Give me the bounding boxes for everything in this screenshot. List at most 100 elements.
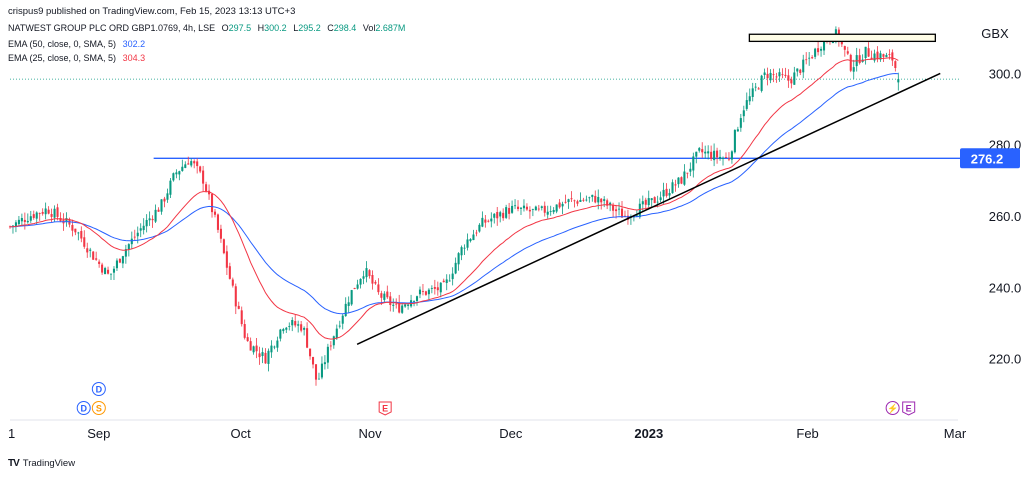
candle-body: [92, 251, 95, 260]
candle-body: [772, 74, 775, 76]
candle-body: [436, 287, 439, 291]
candle-body: [808, 57, 811, 59]
dividend-marker[interactable]: [91, 382, 106, 396]
earnings-marker[interactable]: [902, 401, 916, 416]
x-tick-label: 1: [8, 426, 15, 441]
candle-body: [897, 79, 900, 83]
candle-body: [294, 321, 297, 326]
candle-body: [686, 172, 689, 174]
candle-body: [778, 72, 781, 77]
candle-body: [638, 203, 641, 218]
ohlc-low-label: L: [293, 23, 299, 33]
candle-body: [430, 288, 433, 289]
split-marker[interactable]: [91, 401, 106, 415]
candle-body: [208, 190, 211, 195]
candle-body: [344, 303, 347, 317]
candle-body: [713, 150, 716, 161]
candle-body: [151, 218, 154, 221]
candle-body: [615, 209, 618, 212]
ohlc-low: L295.2: [293, 23, 321, 33]
candle-body: [142, 225, 145, 231]
event-marker-label: E: [906, 404, 912, 414]
volume-label: Vol: [362, 23, 376, 33]
candle-body: [350, 290, 353, 305]
candle-body: [573, 200, 576, 202]
candle-body: [187, 163, 190, 165]
candle-body: [754, 86, 757, 88]
candle-body: [442, 280, 445, 283]
candle-body: [579, 199, 582, 202]
candle-body: [454, 262, 457, 274]
candle-body: [249, 341, 252, 351]
candle-body: [499, 212, 502, 217]
ema25-line: [9, 57, 899, 340]
candle-body: [20, 218, 23, 222]
candle-body: [169, 180, 172, 195]
candle-body: [160, 199, 163, 212]
y-tick-label: 240.0: [989, 280, 1022, 295]
event-marker[interactable]: [885, 401, 900, 415]
candle-body: [181, 166, 184, 171]
candle-body: [413, 301, 416, 302]
candle-body: [71, 225, 74, 231]
candle-body: [80, 230, 83, 239]
candle-body: [219, 228, 222, 239]
candle-body: [585, 199, 588, 201]
candle-body: [822, 39, 826, 51]
candle-body: [243, 324, 246, 338]
candle-body: [867, 48, 870, 57]
candle-body: [733, 130, 736, 153]
candle-body: [787, 75, 790, 81]
candle-body: [335, 328, 338, 339]
trendline[interactable]: [356, 72, 941, 345]
candle-body: [374, 281, 377, 284]
x-tick-label: Feb: [796, 426, 818, 441]
candle-body: [175, 172, 178, 175]
candle-body: [398, 302, 401, 313]
y-tick-label: 300.0: [989, 66, 1022, 81]
candle-body: [775, 76, 778, 78]
candle-body: [32, 214, 35, 218]
candle-body: [736, 129, 739, 132]
candle-body: [606, 200, 609, 206]
resistance-box[interactable]: [748, 33, 936, 43]
candle-body: [846, 51, 849, 54]
candle-body: [540, 206, 543, 208]
candle-body: [314, 364, 318, 380]
candle-body: [647, 198, 650, 206]
candle-body: [104, 268, 107, 275]
ohlc-close-label: C: [327, 23, 334, 33]
candle-body: [894, 61, 897, 69]
candle-body: [662, 189, 665, 197]
candle-body: [481, 217, 484, 227]
ema50-label: EMA (50, close, 0, SMA, 5): [8, 39, 117, 49]
candle-body: [433, 286, 436, 289]
candle-body: [285, 327, 288, 330]
candle-body: [591, 194, 594, 197]
candle-body: [139, 228, 142, 231]
candle-body: [65, 218, 68, 222]
earnings-marker[interactable]: [378, 401, 392, 416]
volume: Vol2.687M: [363, 23, 406, 33]
ohlc-open-label: O: [221, 23, 229, 33]
x-tick-label: Sep: [87, 426, 110, 441]
candle-body: [843, 46, 846, 50]
candle-body: [157, 209, 160, 212]
candle-body: [445, 279, 448, 284]
candle-body: [341, 315, 344, 324]
dividend-marker[interactable]: [76, 401, 91, 415]
candle-body: [802, 59, 805, 73]
candle-body: [172, 173, 175, 181]
candle-body: [338, 325, 341, 327]
footer-brand[interactable]: TV TradingView: [8, 458, 75, 469]
candle-body: [77, 232, 80, 234]
candle-body: [763, 72, 766, 75]
candle-body: [730, 151, 733, 160]
candle-body: [404, 304, 407, 307]
candle-body: [448, 280, 451, 282]
candle-body: [240, 310, 243, 325]
ema25-legend: EMA (25, close, 0, SMA, 5) 304.3: [8, 53, 149, 63]
ema50-legend: EMA (50, close, 0, SMA, 5) 302.2: [8, 39, 149, 49]
candle-body: [576, 201, 579, 204]
